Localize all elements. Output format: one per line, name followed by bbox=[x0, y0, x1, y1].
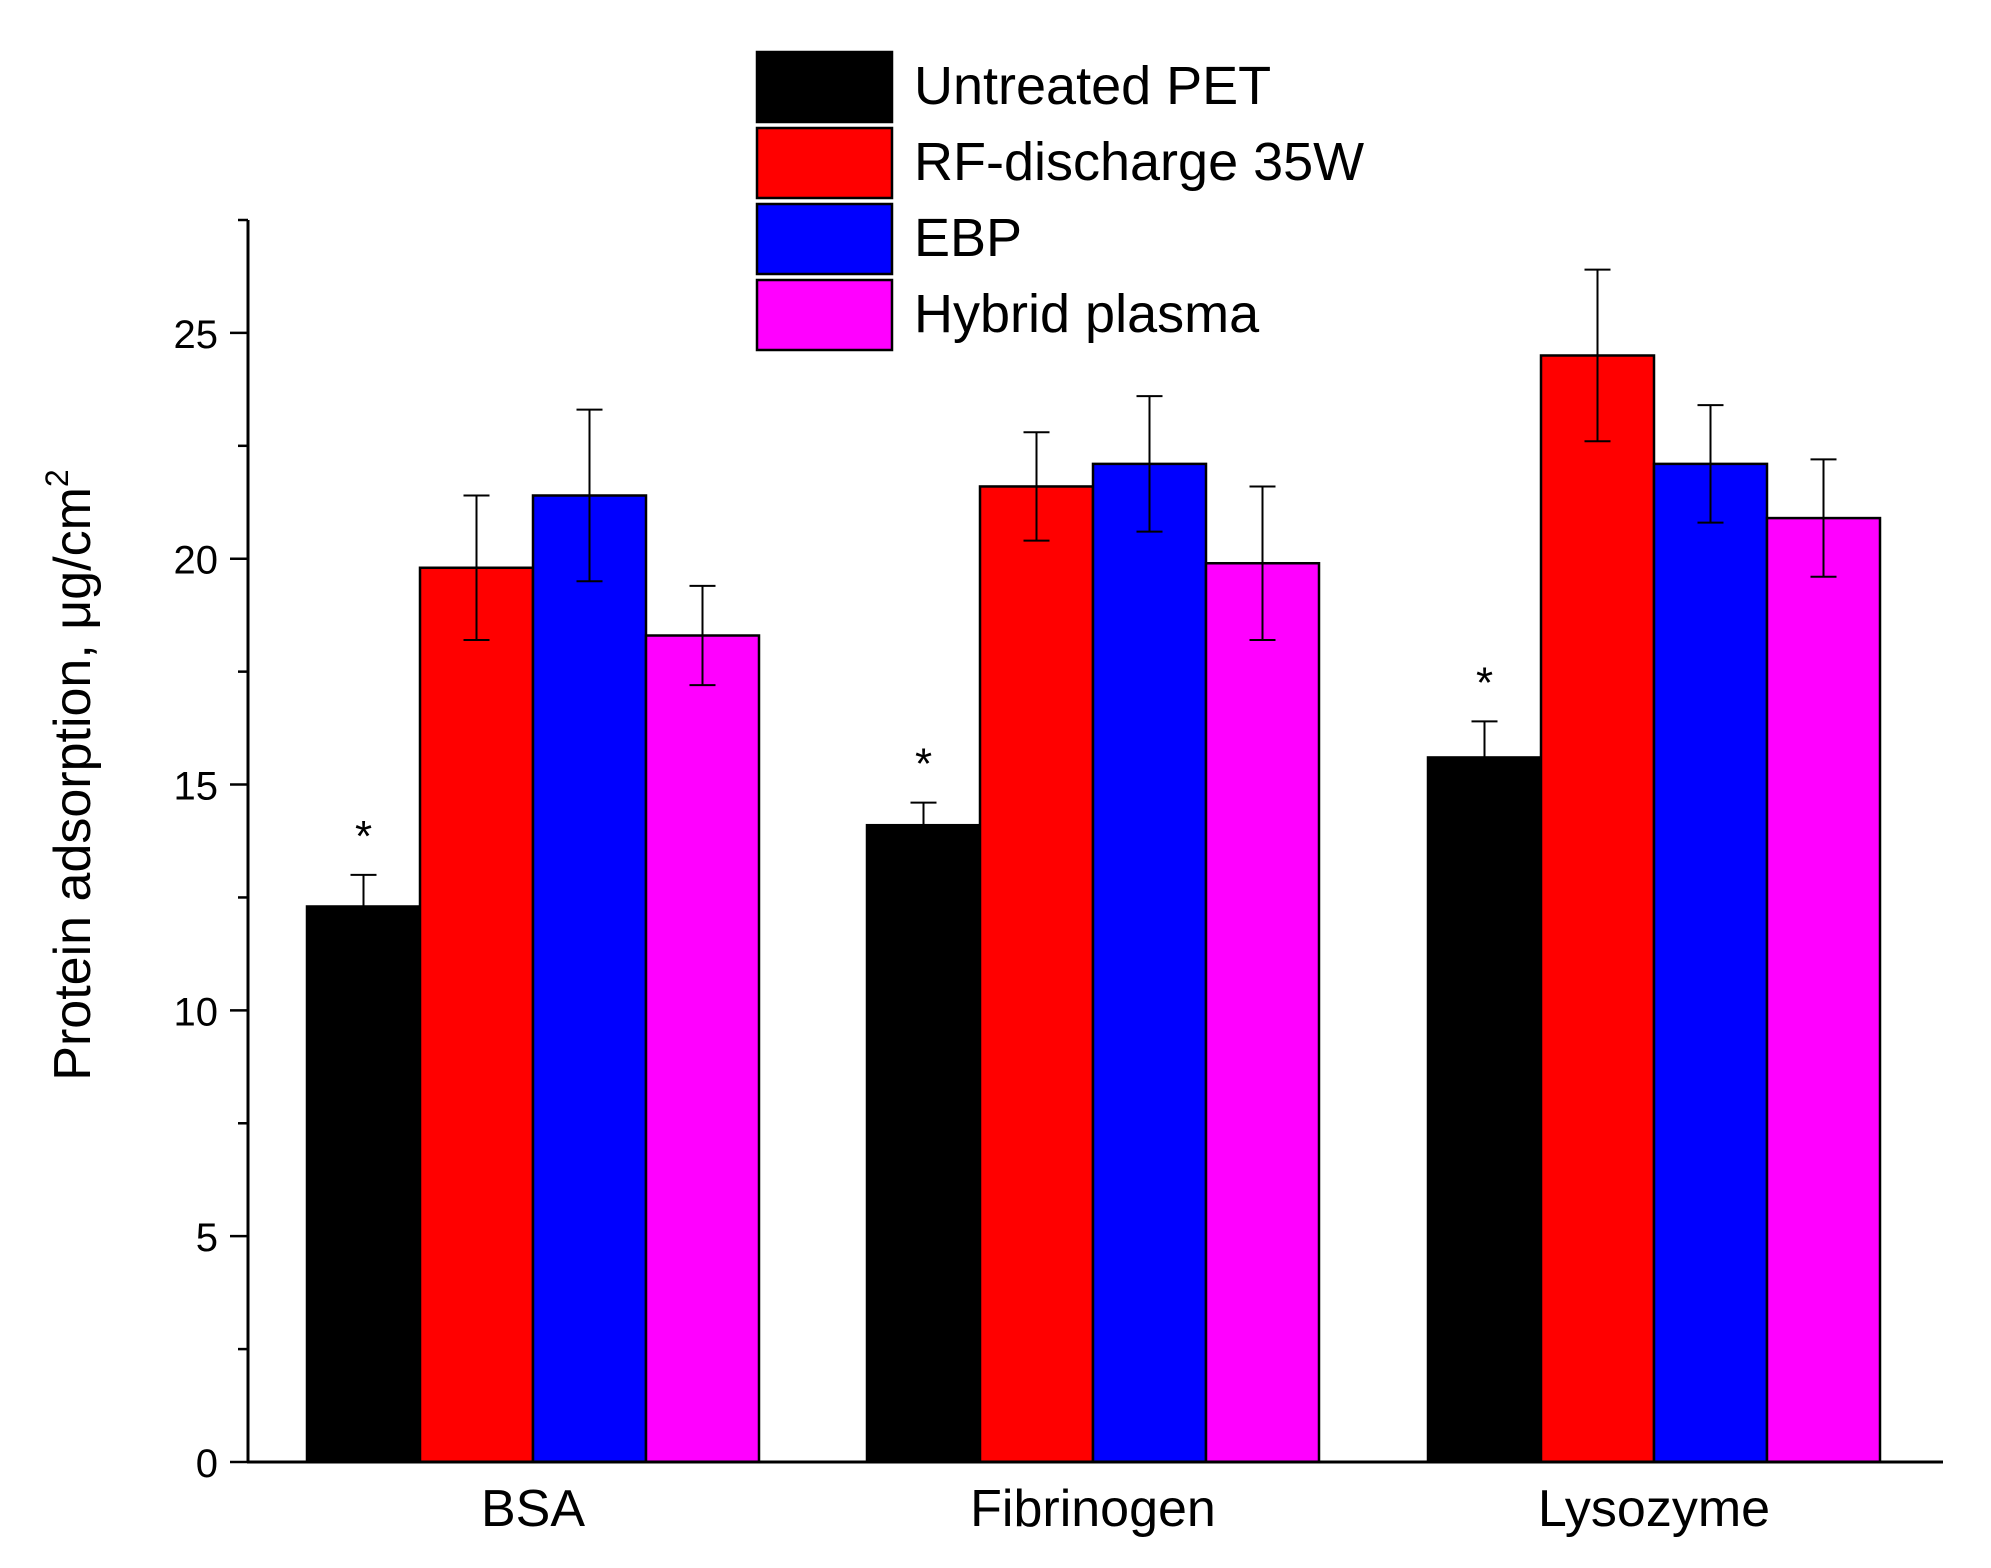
y-tick-label: 10 bbox=[174, 990, 219, 1034]
legend-swatch-0 bbox=[755, 50, 894, 124]
legend-swatch-1 bbox=[755, 126, 894, 200]
y-axis-label-text: Protein adsorption, μg/cm bbox=[44, 487, 102, 1081]
y-tick-label: 20 bbox=[174, 539, 219, 583]
bar-fibrinogen-series-3 bbox=[1204, 561, 1321, 1464]
x-tick-label-lysozyme: Lysozyme bbox=[1538, 1480, 1770, 1538]
x-tick-label-fibrinogen: Fibrinogen bbox=[970, 1480, 1216, 1538]
error-bar-fibrinogen-series-2 bbox=[1136, 395, 1163, 533]
legend-label-2: EBP bbox=[914, 208, 1022, 268]
bar-lysozyme-series-0 bbox=[1426, 756, 1543, 1464]
error-bar-bsa-series-0 bbox=[350, 873, 377, 940]
y-axis-label-superscript: 2 bbox=[39, 469, 75, 487]
legend-label-1: RF-discharge 35W bbox=[914, 132, 1364, 192]
y-axis-label: Protein adsorption, μg/cm2 bbox=[39, 469, 102, 1080]
error-bar-fibrinogen-series-0 bbox=[910, 801, 937, 849]
x-tick-label-bsa: BSA bbox=[481, 1480, 585, 1538]
error-bar-lysozyme-series-3 bbox=[1810, 458, 1837, 578]
error-bar-bsa-series-1 bbox=[463, 494, 490, 642]
y-tick-label: 25 bbox=[174, 313, 219, 357]
error-bars-layer bbox=[350, 268, 1837, 940]
bar-fibrinogen-series-0 bbox=[865, 823, 982, 1464]
significance-mark-lysozyme: * bbox=[1476, 658, 1493, 707]
bar-lysozyme-series-3 bbox=[1765, 516, 1882, 1464]
error-bar-bsa-series-2 bbox=[576, 408, 603, 583]
bar-lysozyme-series-1 bbox=[1539, 354, 1656, 1464]
legend-label-0: Untreated PET bbox=[914, 56, 1271, 116]
y-tick-label: 5 bbox=[196, 1216, 218, 1260]
error-bar-lysozyme-series-2 bbox=[1697, 404, 1724, 524]
axes-layer: BSA Fibrinogen Lysozyme 0 5 10 15 20 25 bbox=[174, 218, 1943, 1538]
legend: Untreated PET RF-discharge 35W EBP Hybrid p… bbox=[755, 50, 1364, 352]
error-bar-lysozyme-series-0 bbox=[1471, 720, 1498, 795]
bar-bsa-series-3 bbox=[644, 634, 761, 1464]
y-tick-label: 15 bbox=[174, 765, 219, 809]
y-tick-label: 0 bbox=[196, 1442, 218, 1486]
error-bar-fibrinogen-series-3 bbox=[1249, 485, 1276, 642]
significance-mark-bsa: * bbox=[355, 812, 372, 861]
bar-lysozyme-series-2 bbox=[1652, 462, 1769, 1464]
error-bar-bsa-series-3 bbox=[689, 584, 716, 687]
bar-bsa-series-1 bbox=[418, 566, 535, 1464]
bar-fibrinogen-series-1 bbox=[978, 485, 1095, 1464]
legend-label-3: Hybrid plasma bbox=[914, 284, 1260, 344]
significance-marks-layer: * * * bbox=[355, 658, 1493, 861]
significance-mark-fibrinogen: * bbox=[915, 740, 932, 789]
bars-layer bbox=[305, 354, 1882, 1464]
bar-bsa-series-0 bbox=[305, 905, 422, 1464]
legend-swatch-3 bbox=[755, 278, 894, 352]
legend-swatch-2 bbox=[755, 202, 894, 276]
bar-fibrinogen-series-2 bbox=[1091, 462, 1208, 1464]
error-bar-fibrinogen-series-1 bbox=[1023, 431, 1050, 542]
bar-bsa-series-2 bbox=[531, 494, 648, 1464]
error-bar-lysozyme-series-1 bbox=[1584, 268, 1611, 443]
